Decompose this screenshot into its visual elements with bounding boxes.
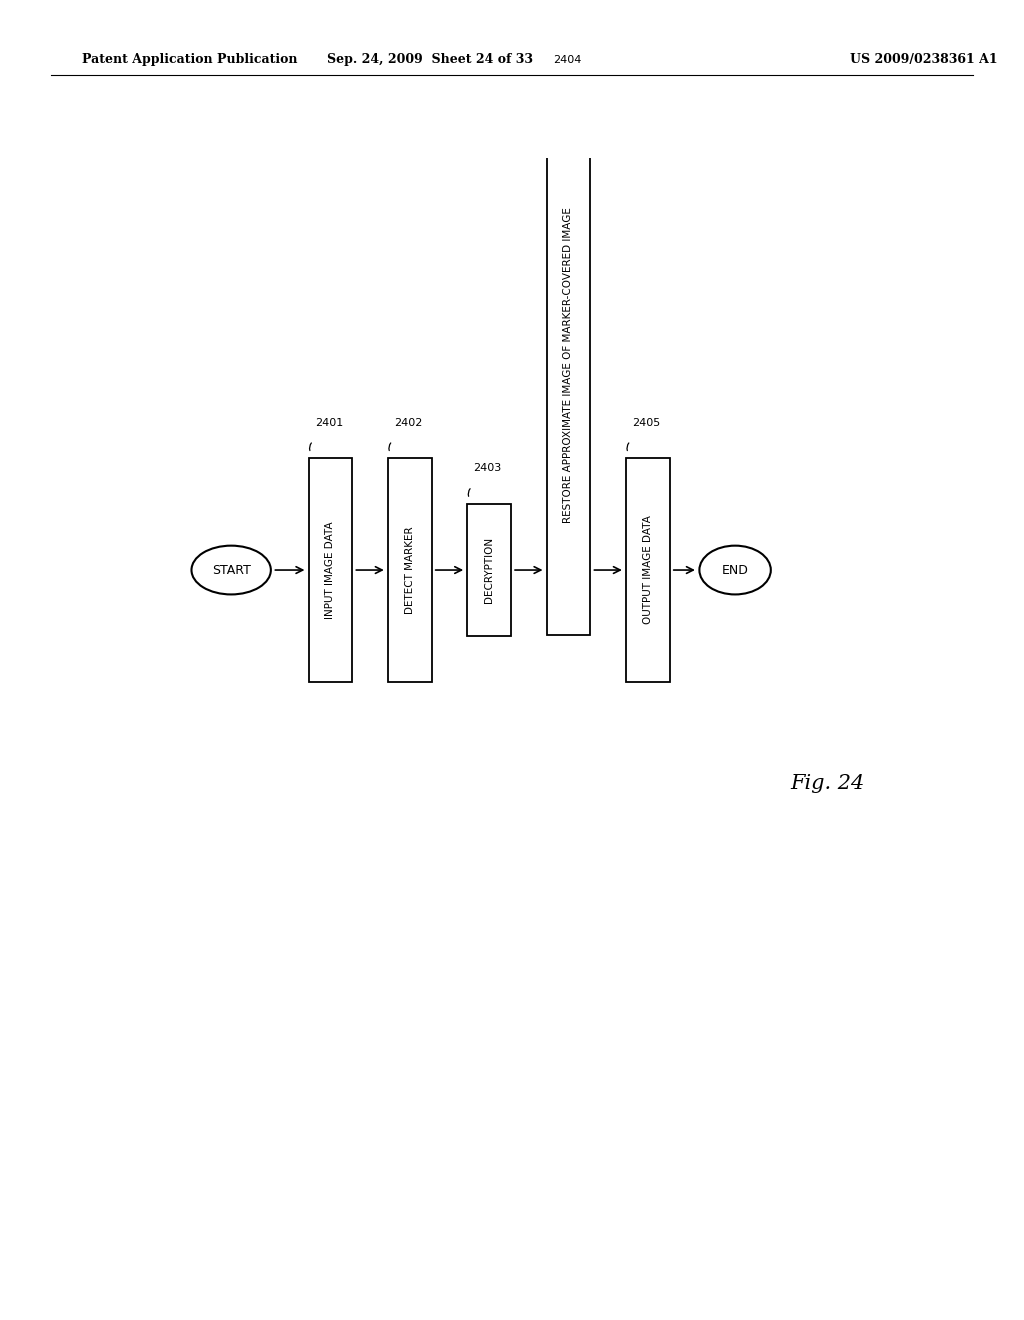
Text: 2401: 2401	[315, 417, 343, 428]
Text: 2405: 2405	[633, 417, 660, 428]
Text: START: START	[212, 564, 251, 577]
Text: RESTORE APPROXIMATE IMAGE OF MARKER-COVERED IMAGE: RESTORE APPROXIMATE IMAGE OF MARKER-COVE…	[563, 207, 573, 523]
Bar	[626, 458, 670, 682]
Bar	[308, 458, 352, 682]
Text: END: END	[722, 564, 749, 577]
Text: OUTPUT IMAGE DATA: OUTPUT IMAGE DATA	[643, 516, 653, 624]
Text: Sep. 24, 2009  Sheet 24 of 33: Sep. 24, 2009 Sheet 24 of 33	[327, 53, 534, 66]
Text: Fig. 24: Fig. 24	[791, 774, 865, 793]
Text: US 2009/0238361 A1: US 2009/0238361 A1	[850, 53, 997, 66]
Text: 2404: 2404	[553, 55, 582, 66]
Bar	[388, 458, 431, 682]
Text: DECRYPTION: DECRYPTION	[484, 537, 495, 603]
Bar	[547, 96, 590, 635]
Bar	[467, 504, 511, 636]
Text: DETECT MARKER: DETECT MARKER	[404, 527, 415, 614]
Text: 2402: 2402	[394, 417, 423, 428]
Text: INPUT IMAGE DATA: INPUT IMAGE DATA	[326, 521, 336, 619]
Text: Patent Application Publication: Patent Application Publication	[82, 53, 297, 66]
Text: 2403: 2403	[474, 463, 502, 474]
